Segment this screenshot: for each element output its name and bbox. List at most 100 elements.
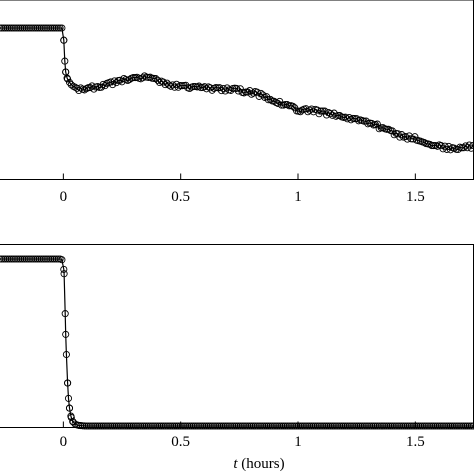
bottom-data-point	[336, 422, 344, 430]
top-data-point	[236, 85, 244, 93]
bottom-data-point	[122, 422, 130, 430]
top-data-point	[30, 24, 38, 32]
top-data-point	[317, 107, 325, 115]
bottom-data-point	[373, 422, 381, 430]
bottom-data-point	[171, 422, 179, 430]
bottom-data-point	[249, 422, 257, 430]
top-data-point	[65, 78, 74, 86]
top-data-point	[3, 24, 12, 32]
bottom-data-point	[202, 422, 211, 430]
top-data-point	[313, 106, 321, 114]
bottom-data-point	[163, 422, 171, 430]
bottom-data-point	[302, 422, 310, 430]
top-data-point	[28, 24, 36, 32]
bottom-data-point	[144, 422, 152, 430]
bottom-data-point	[50, 255, 58, 263]
bottom-data-point	[216, 422, 224, 430]
bottom-data-point	[112, 422, 120, 430]
top-data-point	[112, 79, 120, 87]
bottom-data-point	[437, 422, 445, 430]
bottom-panel: 0 0.5 1 1.5 t (hours)	[0, 244, 474, 472]
bottom-data-point	[142, 422, 150, 430]
bottom-data-point	[326, 422, 334, 430]
bottom-data-point	[264, 422, 272, 430]
bottom-data-point	[82, 422, 90, 430]
bottom-data-point	[240, 422, 248, 430]
top-data-point	[0, 24, 6, 32]
bottom-data-point	[24, 255, 32, 263]
top-series	[0, 24, 474, 154]
bottom-x-tick-label: 1	[294, 434, 302, 450]
bottom-data-point	[462, 422, 470, 430]
bottom-data-point	[26, 255, 34, 263]
bottom-data-point	[383, 422, 391, 430]
top-data-point	[343, 115, 351, 123]
top-data-point	[20, 24, 28, 32]
top-data-point	[257, 89, 265, 97]
bottom-data-point	[184, 422, 192, 430]
bottom-data-point	[358, 422, 366, 430]
bottom-data-point	[418, 422, 426, 430]
bottom-data-point	[405, 422, 413, 430]
top-data-point	[152, 75, 160, 83]
top-data-point	[11, 24, 19, 32]
bottom-data-point	[174, 422, 182, 430]
bottom-data-point	[86, 422, 94, 430]
bottom-data-point	[67, 413, 75, 422]
bottom-data-point	[448, 422, 456, 430]
bottom-data-point	[445, 422, 453, 430]
bottom-data-point	[45, 255, 53, 263]
bottom-data-point	[167, 422, 175, 430]
bottom-data-point	[64, 394, 73, 402]
top-data-point	[2, 24, 10, 32]
bottom-data-point	[345, 422, 353, 430]
bottom-data-point	[131, 422, 139, 430]
bottom-data-point	[43, 255, 51, 263]
bottom-data-point	[323, 422, 331, 430]
bottom-data-point	[105, 422, 113, 430]
bottom-data-point	[214, 422, 222, 430]
top-x-tick-label: 1	[294, 189, 302, 205]
top-data-point	[120, 74, 128, 83]
bottom-data-point	[289, 422, 297, 430]
bottom-data-point	[428, 422, 436, 430]
bottom-data-point	[430, 422, 438, 430]
x-axis-label-variable: t	[233, 456, 238, 472]
top-data-point	[47, 24, 55, 32]
bottom-data-point	[324, 422, 333, 430]
bottom-data-point	[197, 422, 205, 430]
top-data-point	[22, 24, 30, 32]
bottom-data-point	[458, 422, 466, 430]
top-data-point	[35, 24, 43, 32]
bottom-data-point	[285, 422, 293, 430]
bottom-data-point	[332, 422, 340, 430]
top-data-point	[270, 97, 278, 105]
top-data-point	[341, 113, 349, 121]
top-x-tick-label: 1.5	[406, 189, 425, 205]
bottom-data-point	[452, 422, 460, 430]
bottom-data-point	[306, 422, 314, 430]
top-data-point	[110, 77, 119, 85]
bottom-data-point	[64, 379, 72, 387]
top-data-point	[326, 110, 334, 118]
bottom-data-point	[263, 422, 271, 430]
bottom-data-point	[231, 422, 239, 430]
bottom-data-point	[360, 422, 368, 430]
bottom-data-point	[180, 422, 188, 430]
bottom-data-point	[7, 255, 15, 263]
bottom-data-point	[95, 422, 104, 430]
bottom-data-point	[61, 310, 69, 318]
bottom-data-point	[366, 422, 374, 430]
top-data-point	[244, 88, 252, 96]
bottom-data-point	[84, 422, 92, 430]
bottom-data-point	[204, 422, 212, 430]
bottom-data-point	[328, 422, 336, 430]
bottom-data-point	[118, 422, 126, 430]
top-data-point	[450, 144, 458, 152]
bottom-data-point	[242, 422, 250, 430]
bottom-data-point	[388, 422, 396, 430]
bottom-data-point	[114, 422, 122, 430]
bottom-data-point	[236, 422, 244, 430]
top-x-tick-label: 0	[60, 189, 68, 205]
bottom-data-point	[413, 422, 421, 430]
